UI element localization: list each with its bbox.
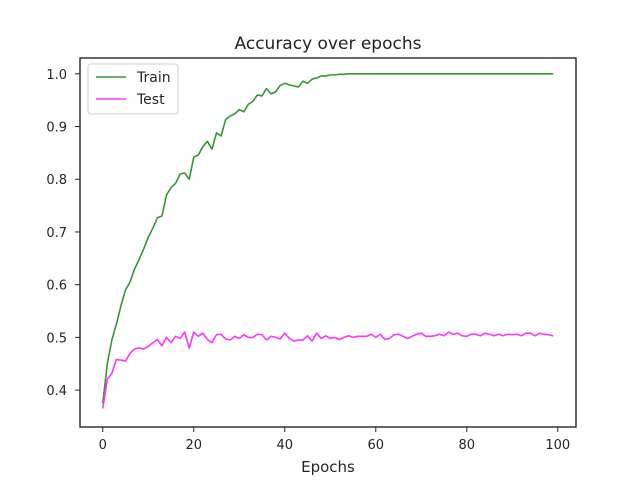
x-tick-label: 40 <box>276 438 293 453</box>
legend-label-train: Train <box>136 70 171 86</box>
legend-label-test: Test <box>136 92 165 108</box>
x-axis-label: Epochs <box>301 458 355 476</box>
chart-title: Accuracy over epochs <box>235 34 422 54</box>
y-axis: 0.4 0.5 0.6 0.7 0.8 0.9 1.0 <box>46 68 80 399</box>
plot-frame <box>79 57 577 428</box>
y-tick-label: 0.9 <box>46 121 67 136</box>
x-tick-label: 80 <box>459 438 476 453</box>
y-tick-label: 0.7 <box>46 226 67 241</box>
series-line-train <box>101 73 554 404</box>
y-tick-label: 0.5 <box>46 331 67 346</box>
y-tick-label: 0.8 <box>46 173 67 188</box>
series-line-test <box>101 331 554 409</box>
x-tick-label: 60 <box>368 438 385 453</box>
legend: Train Test <box>87 63 179 115</box>
x-tick-label: 20 <box>185 438 202 453</box>
x-tick-label: 0 <box>99 438 107 453</box>
y-tick-label: 0.4 <box>46 384 67 399</box>
x-axis: 0 20 40 60 80 100 <box>99 427 570 453</box>
x-tick-label: 100 <box>545 438 570 453</box>
plot-area <box>101 73 554 409</box>
y-tick-label: 1.0 <box>46 68 67 83</box>
y-tick-label: 0.6 <box>46 279 67 294</box>
